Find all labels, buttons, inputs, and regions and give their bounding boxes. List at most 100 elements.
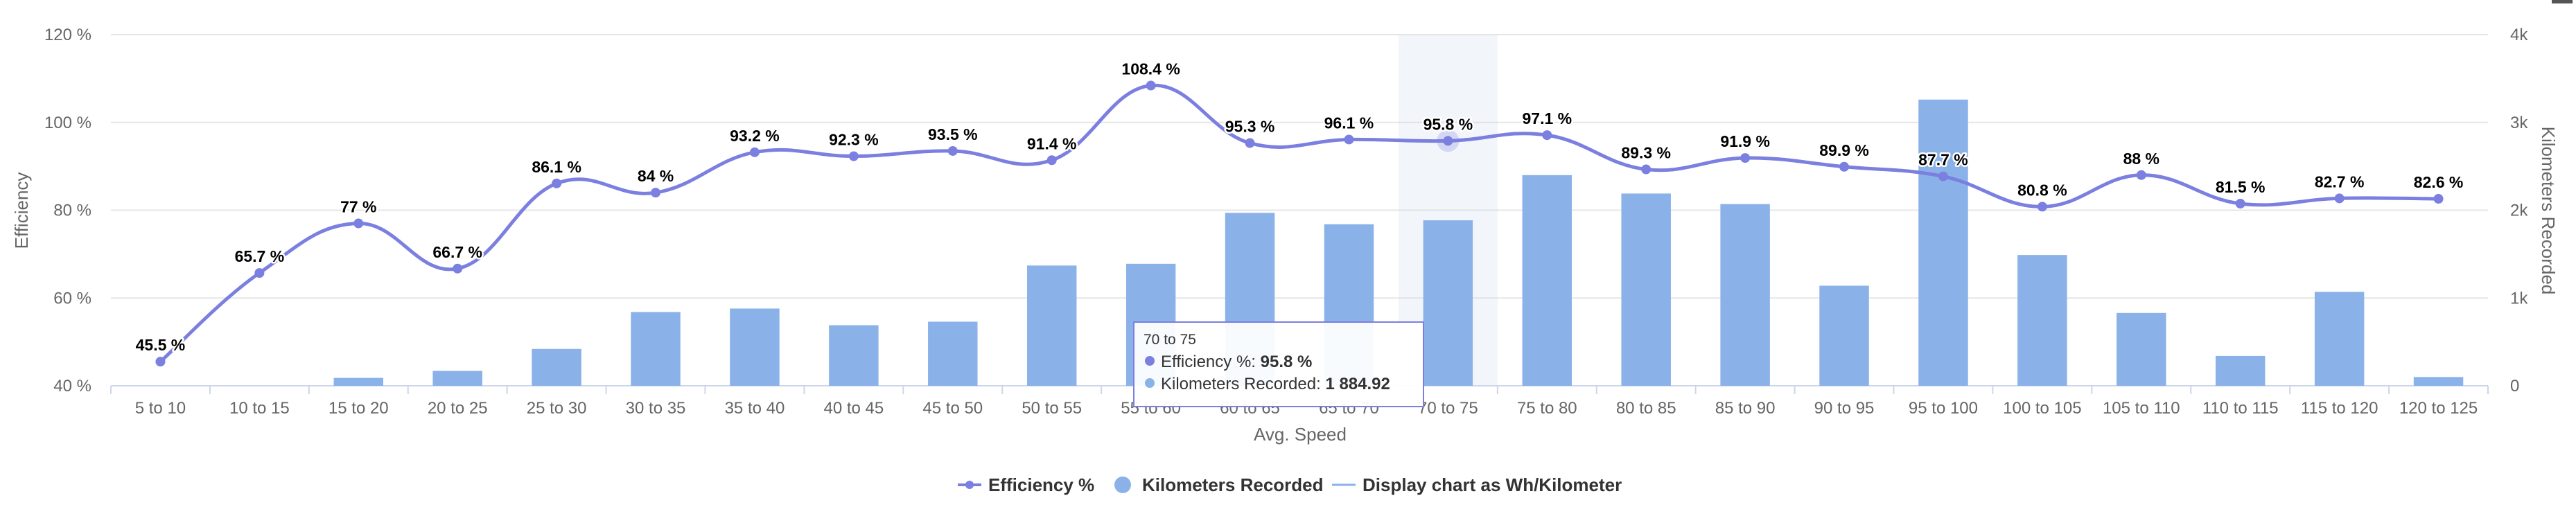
y-left-tick-label: 100 %: [44, 114, 91, 132]
efficiency-data-label: 91.4 %: [1027, 134, 1077, 152]
efficiency-point: [1641, 164, 1651, 175]
legend-label-wh-toggle: Display chart as Wh/Kilometer: [1363, 474, 1622, 495]
x-tick-label: 75 to 80: [1517, 399, 1577, 418]
tooltip-km-marker: [1145, 378, 1155, 388]
efficiency-point: [1938, 171, 1948, 181]
y-axis-right-title: Kilometers Recorded: [2538, 127, 2559, 295]
legend-dot-icon: [965, 481, 974, 489]
efficiency-data-label: 45.5 %: [136, 336, 186, 354]
y-right-tick-label: 1k: [2510, 289, 2528, 308]
bar-kilometers: [1026, 265, 1077, 386]
efficiency-data-label: 87.7 %: [1918, 151, 1968, 169]
efficiency-data-label: 77 %: [340, 198, 376, 216]
efficiency-data-label: 81.5 %: [2216, 178, 2266, 196]
x-tick-label: 85 to 90: [1715, 399, 1776, 418]
y-axis-left-title: Efficiency: [11, 172, 32, 249]
legend-item-efficiency[interactable]: Efficiency %: [958, 474, 1094, 495]
tooltip-header: 70 to 75: [1144, 332, 1196, 348]
efficiency-point: [2433, 194, 2444, 204]
efficiency-point: [254, 268, 265, 278]
efficiency-data-label: 88 %: [2123, 150, 2159, 168]
legend-item-wh-toggle[interactable]: Display chart as Wh/Kilometer: [1332, 474, 1622, 495]
efficiency-data-label: 82.6 %: [2414, 173, 2464, 191]
bar-kilometers: [1423, 220, 1473, 386]
efficiency-point: [848, 151, 859, 161]
bar-kilometers: [1918, 99, 1968, 386]
bar-kilometers: [532, 348, 581, 386]
y-right-tick-label: 3k: [2510, 114, 2528, 132]
x-tick-label: 90 to 95: [1814, 399, 1875, 418]
bar-kilometers: [1720, 204, 1770, 386]
efficiency-point: [1839, 161, 1850, 172]
efficiency-data-label: 95.3 %: [1225, 118, 1275, 136]
efficiency-point: [1542, 130, 1552, 141]
efficiency-data-label: 80.8 %: [2017, 181, 2067, 199]
x-tick-label: 100 to 105: [2003, 399, 2081, 418]
bar-kilometers: [928, 321, 978, 386]
x-tick-label: 20 to 25: [428, 399, 488, 418]
tooltip-efficiency-marker: [1145, 356, 1155, 366]
bar-kilometers: [730, 308, 780, 386]
efficiency-data-label: 93.2 %: [730, 127, 780, 145]
bar-kilometers: [2413, 377, 2464, 386]
y-left-tick-label: 40 %: [53, 377, 91, 395]
x-tick-label: 70 to 75: [1418, 399, 1478, 418]
efficiency-data-label: 95.8 %: [1423, 115, 1473, 133]
x-tick-label: 105 to 110: [2103, 399, 2180, 418]
efficiency-data-label: 65.7 %: [235, 247, 285, 265]
tooltip-efficiency-value: 95.8 %: [1261, 353, 1313, 371]
efficiency-data-label: 108.4 %: [1121, 60, 1180, 78]
efficiency-data-label: 91.9 %: [1720, 132, 1770, 150]
x-tick-label: 25 to 30: [527, 399, 587, 418]
bar-kilometers: [2314, 292, 2365, 386]
x-tick-label: 80 to 85: [1616, 399, 1676, 418]
bar-kilometers: [631, 312, 681, 386]
y-right-tick-label: 0: [2510, 377, 2519, 395]
efficiency-data-label: 96.1 %: [1324, 114, 1374, 132]
efficiency-point: [155, 357, 166, 367]
y-left-tick-label: 80 %: [53, 202, 91, 220]
tooltip-box: [1133, 321, 1424, 407]
bar-kilometers: [2117, 312, 2166, 386]
x-tick-label: 45 to 50: [922, 399, 983, 418]
efficiency-data-label: 84 %: [638, 167, 674, 185]
x-axis-title: Avg. Speed: [1254, 424, 1347, 445]
efficiency-data-label: 92.3 %: [829, 131, 879, 149]
efficiency-point: [552, 178, 562, 188]
y-left-tick-label: 60 %: [53, 289, 91, 308]
x-tick-label: 10 to 15: [229, 399, 290, 418]
x-tick-label: 120 to 125: [2399, 399, 2478, 418]
bar-kilometers: [1522, 175, 1572, 386]
efficiency-point: [1046, 155, 1057, 166]
menu-icon[interactable]: [2552, 0, 2573, 3]
x-tick-label: 115 to 120: [2301, 399, 2378, 418]
efficiency-data-label: 89.9 %: [1819, 141, 1869, 159]
legend-label-kilometers: Kilometers Recorded: [1142, 474, 1324, 495]
efficiency-point: [1245, 138, 1255, 148]
efficiency-data-label: 86.1 %: [532, 158, 581, 176]
bar-kilometers: [2215, 355, 2266, 386]
bar-kilometers: [829, 325, 879, 386]
bar-kilometers: [432, 371, 482, 386]
efficiency-point: [1740, 153, 1751, 163]
bar-kilometers: [2017, 255, 2067, 386]
efficiency-point: [1344, 134, 1354, 145]
efficiency-point: [2334, 193, 2345, 204]
y-right-tick-label: 2k: [2510, 202, 2528, 220]
x-tick-label: 110 to 115: [2202, 399, 2279, 418]
data-labels: 45.5 % 65.7 % 77 % 66.7 % 86.1 % 84 % 93.2 % 92…: [134, 58, 2465, 356]
bars-kilometers-recorded: [333, 99, 2464, 386]
x-tick-label: 50 to 55: [1022, 399, 1082, 418]
tooltip-km-label: Kilometers Recorded:: [1161, 375, 1325, 393]
x-tick-label: 5 to 10: [135, 399, 186, 418]
tooltip-efficiency-label: Efficiency %:: [1161, 353, 1261, 371]
efficiency-point: [2136, 170, 2146, 180]
y-right-tick-label: 4k: [2510, 26, 2528, 44]
legend-item-kilometers[interactable]: Kilometers Recorded: [1114, 474, 1324, 495]
efficiency-data-label: 89.3 %: [1621, 144, 1671, 162]
legend-label-efficiency: Efficiency %: [988, 474, 1094, 495]
efficiency-point: [749, 147, 760, 157]
x-tick-label: 30 to 35: [626, 399, 686, 418]
x-tick-label: 95 to 100: [1909, 399, 1978, 418]
